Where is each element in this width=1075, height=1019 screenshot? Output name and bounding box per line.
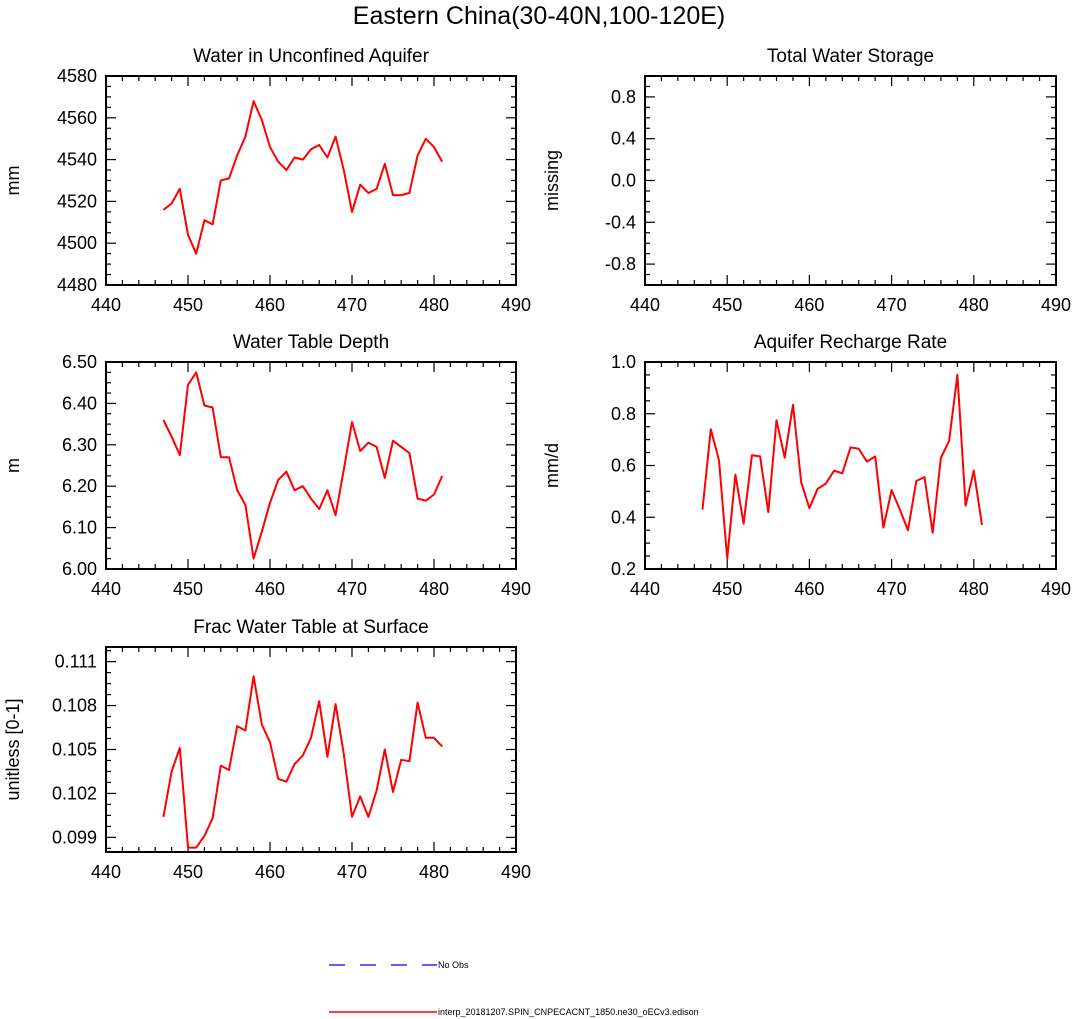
y-axis-label: mm <box>3 166 23 196</box>
y-tick-label: 0.111 <box>55 652 97 672</box>
x-tick-label: 450 <box>173 862 203 882</box>
series-line <box>701 373 983 560</box>
y-axis-label: unitless [0-1] <box>3 698 23 800</box>
y-axis-label: m <box>3 458 23 473</box>
panel-title: Aquifer Recharge Rate <box>754 332 947 353</box>
x-tick-label: 440 <box>630 579 660 599</box>
y-tick-label: -0.8 <box>605 254 636 274</box>
figure-title: Eastern China(30-40N,100-120E) <box>353 2 725 30</box>
y-tick-label: 0.0 <box>611 171 636 191</box>
x-tick-label: 490 <box>1041 295 1071 315</box>
series-line <box>162 100 444 255</box>
x-tick-label: 450 <box>712 295 742 315</box>
y-tick-label: 4580 <box>57 66 97 86</box>
panel-water-table-depth: Water Table Depth m 440 450 460 470 480 490 6.00… <box>3 332 531 599</box>
x-tick-label: 460 <box>794 579 824 599</box>
y-tick-label: 0.6 <box>611 456 636 476</box>
x-tick-label: 440 <box>91 295 121 315</box>
y-tick-label: 4500 <box>57 233 97 253</box>
panels: Water in Unconfined Aquifer mm 440 450 460 47… <box>3 46 1071 882</box>
panel-title: Water Table Depth <box>233 332 389 353</box>
y-tick-label: 0.099 <box>52 827 97 847</box>
x-tick-label: 440 <box>91 862 121 882</box>
panel-total-water-storage: Total Water Storage missing 440 450 460 470 48… <box>542 46 1071 315</box>
y-axis-label: missing <box>542 150 562 211</box>
plot-frame <box>105 646 517 853</box>
y-tick-label: 6.40 <box>62 393 97 413</box>
panel-title: Water in Unconfined Aquifer <box>193 46 430 67</box>
x-tick-label: 460 <box>255 295 285 315</box>
y-tick-label: 0.8 <box>611 404 636 424</box>
x-tick-label: 470 <box>337 579 367 599</box>
x-tick-label: 470 <box>337 295 367 315</box>
x-tick-label: 460 <box>255 579 285 599</box>
panel-title: Total Water Storage <box>767 46 934 67</box>
plot-frame <box>105 361 517 570</box>
x-tick-label: 490 <box>501 579 531 599</box>
y-tick-label: 0.102 <box>52 783 97 803</box>
y-tick-label: 4480 <box>57 275 97 295</box>
series-line <box>162 371 444 560</box>
x-tick-label: 470 <box>877 295 907 315</box>
panel-water-in-unconfined-aquifer: Water in Unconfined Aquifer mm 440 450 460 47… <box>3 46 531 315</box>
x-tick-label: 460 <box>794 295 824 315</box>
x-tick-label: 440 <box>91 579 121 599</box>
y-tick-label: 0.108 <box>52 696 97 716</box>
x-tick-label: 480 <box>419 579 449 599</box>
legend-obs-label: No Obs <box>438 960 469 970</box>
y-tick-label: 6.10 <box>62 518 97 538</box>
legend-model-label: interp_20181207.SPIN_CNPECACNT_1850.ne30… <box>438 1007 699 1017</box>
x-tick-label: 490 <box>501 295 531 315</box>
y-tick-label: 6.50 <box>62 352 97 372</box>
x-tick-label: 480 <box>419 295 449 315</box>
panel-aquifer-recharge-rate: Aquifer Recharge Rate mm/d 440 450 460 470 480… <box>542 332 1071 599</box>
legend: No Obs interp_20181207.SPIN_CNPECACNT_18… <box>329 960 699 1017</box>
panel-title: Frac Water Table at Surface <box>193 617 429 638</box>
panel-frac-water-table-at-surface: Frac Water Table at Surface unitless [0-1… <box>3 617 531 882</box>
plot-frame <box>105 75 517 286</box>
y-tick-label: 6.00 <box>62 559 97 579</box>
y-tick-label: 6.30 <box>62 435 97 455</box>
x-tick-label: 470 <box>877 579 907 599</box>
y-tick-label: 0.2 <box>611 559 636 579</box>
y-tick-label: 4560 <box>57 108 97 128</box>
y-tick-label: 0.105 <box>52 740 97 760</box>
y-tick-label: 4540 <box>57 150 97 170</box>
x-tick-label: 480 <box>959 579 989 599</box>
y-tick-label: 0.4 <box>611 129 636 149</box>
y-tick-label: 0.4 <box>611 507 636 527</box>
x-tick-label: 470 <box>337 862 367 882</box>
y-axis-label: mm/d <box>542 443 562 488</box>
y-tick-label: 1.0 <box>611 352 636 372</box>
x-tick-label: 480 <box>959 295 989 315</box>
y-tick-label: 0.8 <box>611 87 636 107</box>
series-line <box>162 675 443 849</box>
y-tick-label: 6.20 <box>62 476 97 496</box>
x-tick-label: 490 <box>501 862 531 882</box>
x-tick-label: 450 <box>712 579 742 599</box>
x-tick-label: 440 <box>630 295 660 315</box>
x-tick-label: 450 <box>173 295 203 315</box>
x-tick-label: 460 <box>255 862 285 882</box>
y-tick-label: -0.4 <box>605 212 636 232</box>
x-tick-label: 490 <box>1041 579 1071 599</box>
x-tick-label: 480 <box>419 862 449 882</box>
y-tick-label: 4520 <box>57 191 97 211</box>
x-tick-label: 450 <box>173 579 203 599</box>
plot-frame <box>644 75 1057 286</box>
